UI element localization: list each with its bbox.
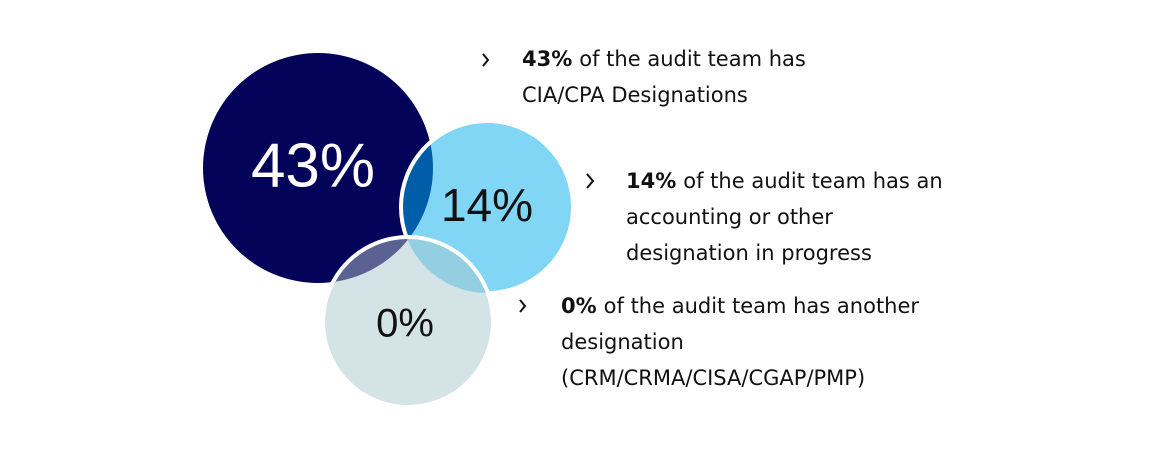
description-line: accounting or other <box>626 205 833 229</box>
bullet <box>519 299 527 313</box>
circle-label: 14% <box>441 179 533 231</box>
description-text: (CRM/CRMA/CISA/CGAP/PMP) <box>561 366 865 390</box>
description-line: (CRM/CRMA/CISA/CGAP/PMP) <box>561 366 865 390</box>
description-line: designation in progress <box>626 241 872 265</box>
description-line: CIA/CPA Designations <box>522 83 748 107</box>
bullets <box>482 53 595 313</box>
description-text: accounting or other <box>626 205 833 229</box>
circle-label: 43% <box>251 131 375 200</box>
bullet <box>482 53 490 67</box>
description-text: designation <box>561 330 684 354</box>
descriptions: 43% of the audit team has CIA/CPA Designat… <box>522 47 943 390</box>
circle-navy <box>203 53 433 283</box>
description-line: designation <box>561 330 684 354</box>
description-line: 14% of the audit team has an <box>626 169 943 193</box>
description-text: of the audit team has another <box>604 294 920 318</box>
description-text: of the audit team has <box>579 47 806 71</box>
description-text: CIA/CPA Designations <box>522 83 748 107</box>
description-percent: 43% <box>522 47 572 71</box>
description-percent: 14% <box>626 169 676 193</box>
description-text: designation in progress <box>626 241 872 265</box>
overlap <box>401 239 491 293</box>
description-text: of the audit team has an <box>683 169 942 193</box>
bullet <box>586 173 595 189</box>
description-line: 0% of the audit team has another <box>561 294 919 318</box>
description-percent: 0% <box>561 294 597 318</box>
description-line: 43% of the audit team has <box>522 47 806 71</box>
circle-label: 0% <box>376 302 434 346</box>
